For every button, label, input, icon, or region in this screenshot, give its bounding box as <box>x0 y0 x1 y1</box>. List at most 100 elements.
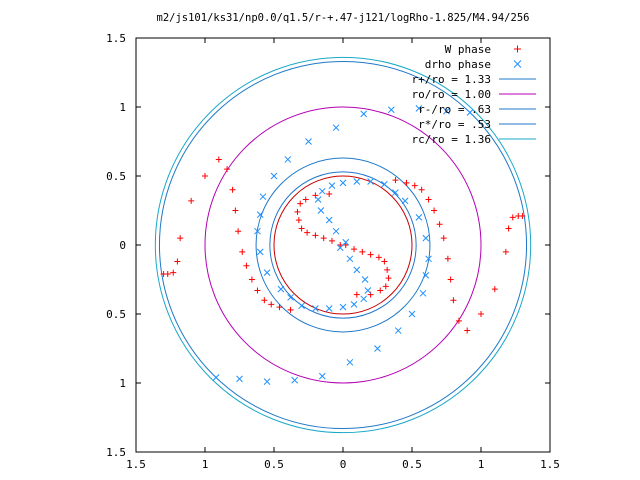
point-1-20 <box>374 345 381 352</box>
circle-2 <box>255 157 431 333</box>
point-1-21 <box>346 358 354 366</box>
y-tick-label: 1.5 <box>106 446 126 459</box>
y-tick-label: 0.5 <box>106 308 126 321</box>
point-1-29 <box>353 266 361 274</box>
point-1-9 <box>367 178 374 185</box>
x-tick-label: 1 <box>202 458 209 471</box>
legend-label: W phase <box>445 43 491 56</box>
point-0-14 <box>411 182 418 189</box>
point-0-18 <box>436 221 443 228</box>
point-0-42 <box>312 192 319 199</box>
circle-1 <box>204 106 482 384</box>
x-tick-label: 0.5 <box>264 458 284 471</box>
chart-title: m2/js101/ks31/np0.0/q1.5/r-+.47-j121/log… <box>157 12 530 24</box>
x-tick-label: 1 <box>478 458 485 471</box>
point-0-50 <box>243 262 250 269</box>
point-1-48 <box>332 124 340 132</box>
point-0-38 <box>295 217 302 224</box>
point-0-13 <box>403 179 410 186</box>
point-0-44 <box>287 306 294 313</box>
point-1-35 <box>325 305 333 312</box>
legend-label: rc/ro = 1.36 <box>412 133 491 146</box>
legend-entry: r*/ro = .53 <box>418 118 536 131</box>
x-tick-label: 1.5 <box>540 458 560 471</box>
point-0-51 <box>239 248 246 255</box>
point-0-32 <box>337 242 344 248</box>
point-1-32 <box>360 295 368 303</box>
point-0-23 <box>455 317 462 324</box>
point-1-24 <box>263 378 271 385</box>
point-0-15 <box>418 186 425 193</box>
legend-label: drho phase <box>425 58 491 71</box>
point-0-3 <box>367 251 374 258</box>
point-1-49 <box>360 110 368 118</box>
point-1-37 <box>298 302 305 310</box>
point-1-40 <box>263 269 271 276</box>
y-tick-label: 0 <box>119 239 126 252</box>
legend-entry: drho phase <box>425 58 522 71</box>
legend-label: r-/ro = .63 <box>418 103 491 116</box>
point-1-51 <box>415 105 423 112</box>
legend-entry: ro/ro = 1.00 <box>412 88 536 101</box>
y-tick-label: 0.5 <box>106 170 126 183</box>
point-1-19 <box>394 327 402 334</box>
point-0-58 <box>188 197 195 204</box>
legend: W phase drho phase r+/ro = 1.33 ro/ro = 1.0… <box>412 43 536 146</box>
point-0-22 <box>450 297 457 304</box>
point-1-38 <box>287 294 294 301</box>
point-0-19 <box>440 235 447 242</box>
point-1-14 <box>422 234 430 242</box>
reference-circles <box>154 56 532 434</box>
point-0-28 <box>505 225 512 232</box>
point-1-44 <box>259 193 267 201</box>
point-0-26 <box>491 286 498 293</box>
point-0-21 <box>447 276 454 283</box>
legend-sample <box>514 45 521 53</box>
point-0-34 <box>320 235 327 242</box>
point-0-59 <box>177 235 184 242</box>
point-1-22 <box>318 372 326 380</box>
point-0-57 <box>202 173 208 179</box>
circle-3 <box>269 171 417 319</box>
point-0-11 <box>353 291 360 298</box>
point-1-16 <box>422 272 430 279</box>
point-0-6 <box>384 266 391 273</box>
legend-label: r*/ro = .53 <box>418 118 491 131</box>
point-0-55 <box>224 166 231 173</box>
extra-circle-0 <box>273 175 413 315</box>
point-1-13 <box>415 214 423 221</box>
point-1-31 <box>364 287 372 294</box>
point-1-26 <box>212 374 220 381</box>
point-1-18 <box>408 310 416 318</box>
point-1-4 <box>314 196 322 203</box>
point-1-8 <box>353 178 361 185</box>
y-tick-label: 1.5 <box>106 32 126 45</box>
point-0-46 <box>268 301 275 308</box>
point-1-7 <box>339 179 347 187</box>
point-1-42 <box>254 227 261 235</box>
point-0-54 <box>229 186 236 193</box>
point-1-12 <box>401 197 409 205</box>
point-0-27 <box>502 248 509 255</box>
point-0-43 <box>326 190 333 197</box>
point-0-1 <box>351 246 358 253</box>
point-1-5 <box>318 187 326 195</box>
point-1-52 <box>443 107 450 115</box>
point-0-35 <box>312 232 319 239</box>
point-0-56 <box>215 156 222 163</box>
x-tick-label: 0.5 <box>402 458 422 471</box>
data-markers <box>160 105 526 385</box>
point-1-50 <box>387 106 395 114</box>
point-0-63 <box>160 270 167 277</box>
point-0-47 <box>261 297 268 304</box>
point-0-33 <box>328 237 335 244</box>
point-0-37 <box>298 225 305 232</box>
point-1-25 <box>236 375 243 383</box>
point-1-33 <box>350 300 358 308</box>
point-0-45 <box>276 304 283 311</box>
y-tick-label: 1 <box>119 101 126 114</box>
point-0-9 <box>377 287 384 294</box>
point-1-47 <box>305 138 312 145</box>
point-0-61 <box>170 269 177 276</box>
point-1-34 <box>339 303 347 311</box>
